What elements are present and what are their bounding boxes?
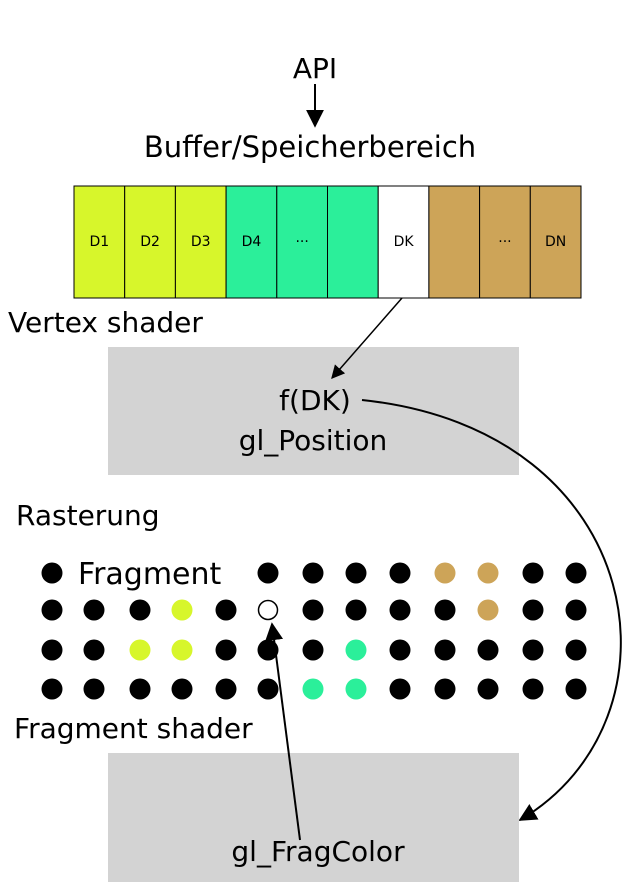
buffer-cell-label: DK: [394, 234, 415, 250]
fragment-dot-black: [83, 599, 105, 621]
fragment-dot-black: [41, 639, 63, 661]
fragment-dot-black: [83, 678, 105, 700]
buffer-cell: [377, 185, 430, 299]
buffer-cell-label: D2: [140, 234, 160, 250]
fragment-dot-black: [215, 599, 237, 621]
buffer-cell-label: D3: [191, 234, 211, 250]
fragment-dot-black: [389, 639, 411, 661]
fragment-dot-black: [41, 562, 63, 584]
fragment-dot-black: [345, 599, 367, 621]
vertex-shader-label: Vertex shader: [8, 306, 203, 339]
fragment-dot-black: [302, 599, 324, 621]
fragment-dot-lime: [171, 639, 193, 661]
fragment-dot-black: [83, 639, 105, 661]
fragment-dot-black: [129, 599, 151, 621]
fragment-dot-black: [477, 678, 499, 700]
fragment-dot-black: [302, 562, 324, 584]
buffer-cell-label: ···: [295, 234, 308, 250]
fragment-dot-black: [215, 639, 237, 661]
buffer-cell-label: ···: [498, 234, 511, 250]
fragment-dot-black: [522, 562, 544, 584]
buffer-cell: [327, 185, 379, 299]
api-label: API: [293, 52, 337, 85]
fragment-shader-label: Fragment shader: [14, 712, 253, 745]
fragment-dot-black: [522, 599, 544, 621]
fragment-dot-black: [522, 678, 544, 700]
fragment-dot-black: [215, 678, 237, 700]
fragment-dot-lime: [129, 639, 151, 661]
vertex-shader-box: [108, 347, 519, 475]
vertex-to-fragment-arrow: [361, 399, 622, 821]
selected-fragment-dot: [257, 599, 279, 621]
fragment-dot-black: [171, 678, 193, 700]
fragment-dot-black: [41, 599, 63, 621]
fragment-dot-black: [434, 599, 456, 621]
fragment-dot-green: [345, 639, 367, 661]
fragment-dot-black: [129, 678, 151, 700]
fragment-dot-black: [565, 562, 587, 584]
fragment-dot-green: [302, 678, 324, 700]
vertex-box-function: f(DK): [279, 384, 351, 417]
fragment-dot-black: [389, 599, 411, 621]
buffer-cell: [124, 185, 176, 299]
buffer-cell-label: D1: [90, 234, 110, 250]
fragment-dot-black: [257, 562, 279, 584]
fragment-dot-black: [434, 678, 456, 700]
fragment-dot-black: [565, 639, 587, 661]
rasterung-label: Rasterung: [16, 499, 160, 532]
fragment-dot-black: [565, 599, 587, 621]
fragment-shader-box: [108, 753, 519, 882]
fragment-dot-tan: [477, 562, 499, 584]
fragment-dot-black: [302, 639, 324, 661]
buffer-cell: [174, 185, 227, 299]
fragment-dot-black: [257, 678, 279, 700]
fragment-dot-green: [345, 678, 367, 700]
fragment-dot-black: [389, 678, 411, 700]
fragment-dot-black: [522, 639, 544, 661]
fragcolor-to-fragment-arrow: [265, 622, 301, 841]
buffer-cell: [529, 185, 582, 299]
fragment-dot-black: [257, 639, 279, 661]
fragment-dot-tan: [434, 562, 456, 584]
fragment-dot-lime: [171, 599, 193, 621]
fragment-label: Fragment: [78, 557, 222, 592]
fragment-dot-black: [345, 562, 367, 584]
fragment-dot-black: [434, 639, 456, 661]
vertex-box-gl-position: gl_Position: [239, 424, 388, 457]
fragment-dot-grid: [41, 562, 587, 700]
buffer-cell: [428, 185, 481, 299]
fragment-box-gl-fragcolor: gl_FragColor: [231, 835, 405, 868]
fragment-dot-black: [477, 639, 499, 661]
buffer-cell-label: D4: [242, 234, 262, 250]
fragment-dot-black: [41, 678, 63, 700]
fragment-dot-tan: [477, 599, 499, 621]
buffer-cell-label: DN: [545, 234, 566, 250]
dk-to-vertex-arrow: [331, 297, 403, 380]
buffer-row: D1 D2 D3 D4 ··· DK ··· DN: [73, 185, 582, 299]
fragment-dot-black: [565, 678, 587, 700]
buffer-title: Buffer/Speicherbereich: [144, 130, 476, 164]
fragment-dot-black: [389, 562, 411, 584]
